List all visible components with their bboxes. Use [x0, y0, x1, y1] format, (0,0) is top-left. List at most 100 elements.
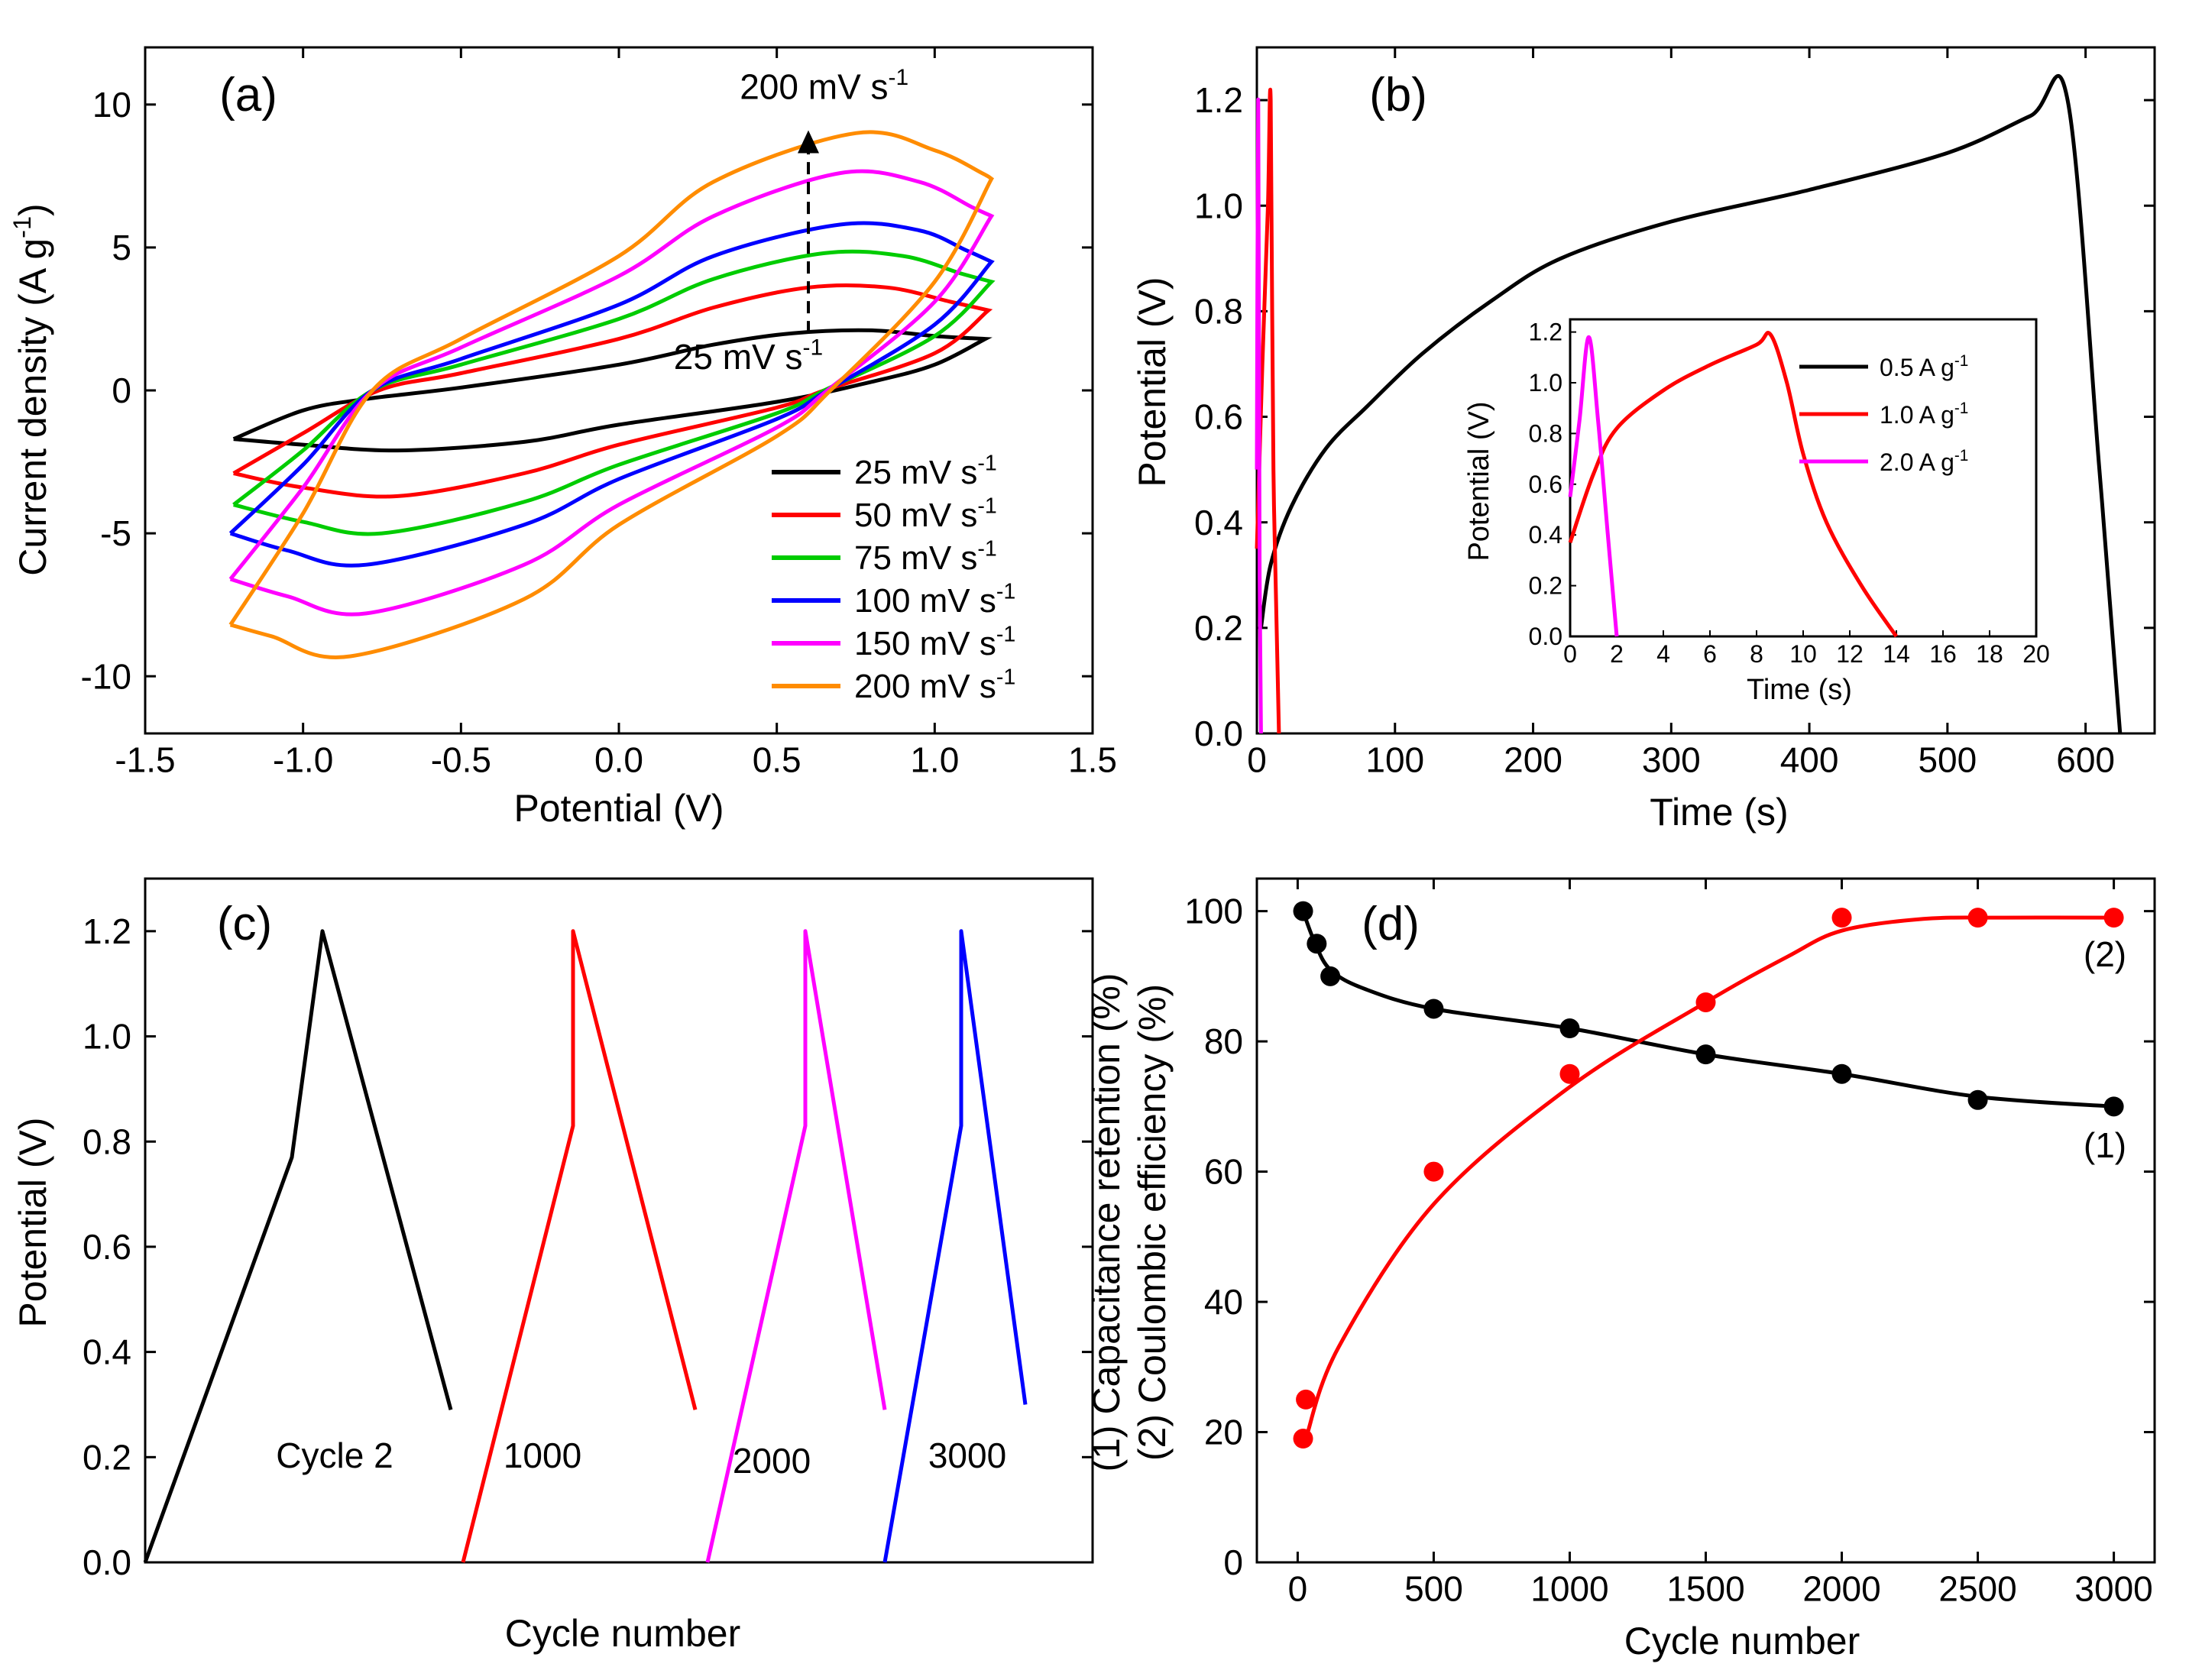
panel-d-y-tick-label: 60 — [1204, 1152, 1243, 1192]
inset-x-tick-label: 16 — [1929, 640, 1957, 668]
inset-frame — [1569, 318, 2038, 638]
panel-d-x-tick-label: 2500 — [1938, 1569, 2016, 1609]
retention-point — [2103, 1096, 2124, 1117]
inset-x-tick-label: 8 — [1750, 640, 1763, 668]
panel-a-ylabel: Current density (A g-1) — [8, 203, 54, 575]
panel-b-y-tick-label: 0.6 — [1194, 397, 1243, 437]
panel-b-x-tick-label: 300 — [1642, 740, 1701, 780]
panel-c-xlabel: Cycle number — [505, 1612, 740, 1655]
efficiency-point — [1296, 1389, 1316, 1410]
inset-y-tick-label: 0.8 — [1529, 419, 1562, 447]
panel-d-x-tick-label: 500 — [1404, 1569, 1463, 1609]
inset-x-tick-label: 6 — [1703, 640, 1717, 668]
panel-b-x-tick-label: 200 — [1504, 740, 1562, 780]
panel-c-y-tick-label: 0.4 — [83, 1332, 131, 1372]
panel-b-x-tick-label: 500 — [1918, 740, 1977, 780]
panel-d-frame — [1255, 877, 2156, 1564]
panel-b-y-tick-label: 1.0 — [1194, 186, 1243, 225]
panel-d-y-tick-label: 100 — [1184, 892, 1243, 931]
panel-b-ylabel: Potential (V) — [1131, 277, 1174, 487]
panel-a-y-tick-label: 5 — [112, 228, 131, 267]
panel-b-x-tick-label: 0 — [1247, 740, 1267, 780]
retention-point — [1423, 999, 1444, 1019]
efficiency-point — [1423, 1161, 1444, 1182]
inset-y-tick-label: 0.2 — [1529, 572, 1562, 600]
cv-curve-0 — [232, 328, 993, 453]
series-label-1: (1) — [2084, 1125, 2126, 1165]
legend-label-0: 25 mV s-1 — [854, 451, 997, 491]
inset-y-tick-label: 0.0 — [1529, 623, 1562, 650]
panel-c-y-tick-label: 0.8 — [83, 1122, 131, 1161]
panel-label-a: (a) — [219, 69, 277, 121]
cycle-curve-3 — [882, 929, 1028, 1563]
panel-label-c: (c) — [217, 898, 272, 950]
annotation-25: 25 mV s-1 — [674, 335, 823, 377]
retention-point — [1307, 934, 1327, 954]
panel-b-y-tick-label: 0.4 — [1194, 503, 1243, 542]
cv-curve-1 — [232, 283, 993, 499]
panel-d-y-tick-label: 20 — [1204, 1413, 1243, 1452]
retention-point — [1320, 966, 1341, 986]
panel-d-x-tick-label: 1500 — [1666, 1569, 1744, 1609]
panel-label-d: (d) — [1362, 898, 1420, 950]
panel-b-y-tick-label: 0.8 — [1194, 291, 1243, 331]
panel-a-y-tick-label: -5 — [100, 513, 131, 553]
cycle-label-1: 1000 — [504, 1436, 581, 1475]
panel-b-y-tick-label: 0.2 — [1194, 608, 1243, 648]
inset-xlabel: Time (s) — [1747, 674, 1852, 706]
gcd-curve-0 — [1258, 73, 2123, 734]
panel-a-x-tick-label: 1.5 — [1068, 740, 1117, 780]
efficiency-point — [1831, 908, 1852, 928]
panel-b-xlabel: Time (s) — [1650, 791, 1788, 834]
gcd-curve-1 — [1255, 88, 1281, 734]
legend-label-2: 75 mV s-1 — [854, 536, 997, 577]
panel-a-x-tick-label: -1.5 — [115, 740, 175, 780]
panel-d-x-tick-label: 0 — [1288, 1569, 1308, 1609]
inset-y-tick-label: 1.2 — [1529, 319, 1562, 346]
panel-c-frame — [144, 877, 1094, 1564]
retention-point — [1967, 1089, 1988, 1110]
panel-a-xlabel: Potential (V) — [513, 787, 724, 830]
panel-d-x-tick-label: 2000 — [1802, 1569, 1880, 1609]
efficiency-point — [2103, 908, 2124, 928]
panel-c-ylabel: Potential (V) — [11, 1117, 54, 1327]
panel-b-x-tick-label: 600 — [2056, 740, 2115, 780]
panel-label-b: (b) — [1369, 69, 1427, 121]
retention-point — [1293, 901, 1313, 921]
panel-d-x-tick-label: 3000 — [2074, 1569, 2152, 1609]
cv-curve-4 — [228, 169, 995, 617]
panel-b-x-tick-label: 400 — [1780, 740, 1839, 780]
inset-curve-1 — [1568, 331, 1899, 638]
panel-a-y-tick-label: -10 — [81, 656, 131, 696]
panel-d-ylabel-2: (2) Coulombic efficiency (%) — [1131, 984, 1174, 1461]
scan-rate-arrowhead — [798, 130, 819, 154]
panel-c-y-tick-label: 0.2 — [83, 1437, 131, 1477]
panel-c-y-tick-label: 1.2 — [83, 911, 131, 951]
cycle-label-2: 2000 — [733, 1441, 811, 1481]
retention-point — [1695, 1044, 1716, 1065]
panel-a-x-tick-label: -0.5 — [431, 740, 491, 780]
panel-b-y-tick-label: 0.0 — [1194, 714, 1243, 753]
cycle-curve-2 — [705, 929, 887, 1563]
panel-d-x-tick-label: 1000 — [1530, 1569, 1608, 1609]
inset-x-tick-label: 18 — [1976, 640, 2003, 668]
cycle-curve-1 — [461, 929, 698, 1563]
panel-b-y-tick-label: 1.2 — [1194, 80, 1243, 120]
efficiency-point — [1967, 908, 1988, 928]
inset-curve-2 — [1568, 335, 1619, 637]
inset-y-tick-label: 0.4 — [1529, 521, 1562, 549]
inset-x-tick-label: 0 — [1563, 640, 1577, 668]
panel-d-y-tick-label: 80 — [1204, 1021, 1243, 1061]
cycle-label-0: Cycle 2 — [276, 1436, 393, 1475]
inset-x-tick-label: 12 — [1836, 640, 1864, 668]
cv-curve-5 — [228, 130, 995, 659]
panel-a-x-tick-label: -1.0 — [273, 740, 333, 780]
panel-d-ylabel-1: (1) Capacitance retention (%) — [1085, 973, 1128, 1471]
panel-c-y-tick-label: 0.6 — [83, 1227, 131, 1267]
panel-a-x-tick-label: 0.5 — [753, 740, 801, 780]
cycle-label-3: 3000 — [928, 1436, 1006, 1475]
cv-curve-2 — [232, 249, 996, 536]
inset-ylabel: Potential (V) — [1463, 401, 1495, 561]
panel-b-x-tick-label: 100 — [1365, 740, 1424, 780]
